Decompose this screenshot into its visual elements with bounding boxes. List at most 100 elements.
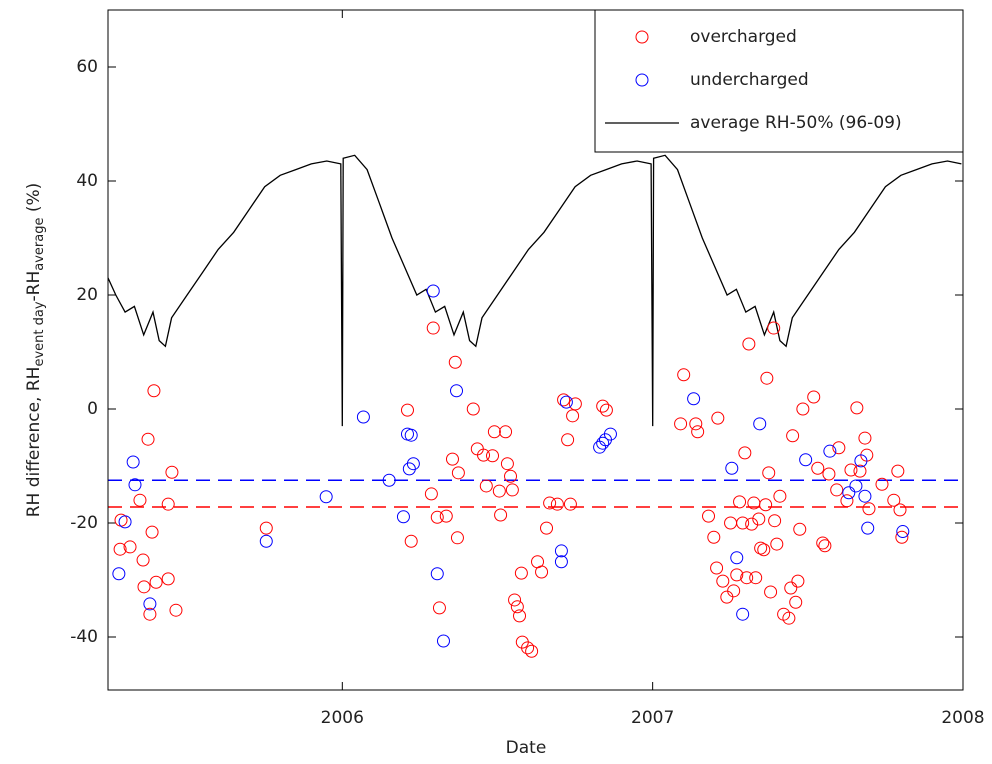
- data-point: [760, 371, 774, 385]
- data-point: [736, 607, 750, 621]
- data-point: [169, 603, 183, 617]
- y-axis-label-part: RH difference, RH: [24, 367, 44, 518]
- data-point: [807, 390, 821, 404]
- data-point: [404, 428, 418, 442]
- data-point: [849, 479, 863, 493]
- data-point: [875, 477, 889, 491]
- data-point: [568, 397, 582, 411]
- data-point: [147, 384, 161, 398]
- data-point: [566, 409, 580, 423]
- data-point: [853, 464, 867, 478]
- data-point: [762, 466, 776, 480]
- data-point: [426, 284, 440, 298]
- data-point: [840, 494, 854, 508]
- data-point: [791, 574, 805, 588]
- data-point: [143, 607, 157, 621]
- data-point: [450, 384, 464, 398]
- data-point: [450, 531, 464, 545]
- data-point: [730, 551, 744, 565]
- data-point: [494, 508, 508, 522]
- data-point: [770, 537, 784, 551]
- data-point: [745, 517, 759, 531]
- x-tick-label: 2007: [631, 708, 674, 728]
- data-point: [818, 539, 832, 553]
- data-point: [466, 402, 480, 416]
- data-point: [677, 368, 691, 382]
- data-point: [505, 483, 519, 497]
- data-point: [559, 395, 573, 409]
- data-point: [525, 644, 539, 658]
- data-point: [113, 542, 127, 556]
- data-point: [752, 512, 766, 526]
- data-point: [893, 503, 907, 517]
- data-point: [554, 544, 568, 558]
- y-axis-label: RH difference, RHevent day-RHaverage (%): [24, 183, 47, 518]
- data-point: [753, 417, 767, 431]
- data-point: [811, 461, 825, 475]
- data-point: [424, 487, 438, 501]
- y-tick-label: 40: [76, 171, 98, 191]
- data-point: [508, 593, 522, 607]
- data-point: [161, 572, 175, 586]
- data-point: [749, 571, 763, 585]
- data-point: [112, 567, 126, 581]
- data-point: [487, 425, 501, 439]
- legend-label: overcharged: [690, 27, 797, 47]
- data-point: [445, 452, 459, 466]
- data-point: [596, 436, 610, 450]
- data-point: [356, 410, 370, 424]
- data-point: [858, 431, 872, 445]
- legend-label: undercharged: [690, 70, 809, 90]
- data-point: [145, 525, 159, 539]
- data-point: [707, 530, 721, 544]
- data-point: [742, 337, 756, 351]
- legend: overcharged undercharged average RH-50% (9…: [594, 9, 964, 153]
- data-point: [137, 580, 151, 594]
- data-point: [599, 403, 613, 417]
- data-point: [554, 555, 568, 569]
- data-point: [862, 502, 876, 516]
- y-axis-label-part: average: [32, 218, 47, 271]
- data-point: [832, 441, 846, 455]
- data-point: [430, 567, 444, 581]
- data-point: [521, 641, 535, 655]
- data-point: [789, 595, 803, 609]
- data-point: [451, 466, 465, 480]
- data-point: [793, 522, 807, 536]
- data-point: [727, 584, 741, 598]
- data-point: [479, 479, 493, 493]
- y-axis-label-part: (%): [24, 183, 44, 218]
- data-point: [850, 401, 864, 415]
- data-point: [141, 432, 155, 446]
- data-point: [861, 521, 875, 535]
- data-point: [563, 497, 577, 511]
- data-point: [702, 509, 716, 523]
- data-point: [400, 403, 414, 417]
- x-tick-label: 2006: [321, 708, 364, 728]
- data-point: [319, 490, 333, 504]
- data-point: [486, 449, 500, 463]
- data-point: [550, 497, 564, 511]
- data-point: [402, 462, 416, 476]
- data-point: [136, 553, 150, 567]
- data-point: [396, 510, 410, 524]
- data-point: [499, 425, 513, 439]
- data-point: [786, 429, 800, 443]
- data-point: [738, 446, 752, 460]
- average-line: [107, 154, 962, 427]
- x-axis-label: Date: [506, 738, 547, 758]
- x-tick-label: 2008: [941, 708, 984, 728]
- data-point: [259, 521, 273, 535]
- data-point: [430, 510, 444, 524]
- data-point: [842, 486, 856, 500]
- data-point: [844, 463, 858, 477]
- data-point: [759, 498, 773, 512]
- data-point: [426, 321, 440, 335]
- data-point: [382, 473, 396, 487]
- data-point: [816, 536, 830, 550]
- data-point: [596, 399, 610, 413]
- data-point: [687, 392, 701, 406]
- data-point: [674, 417, 688, 431]
- data-point: [149, 575, 163, 589]
